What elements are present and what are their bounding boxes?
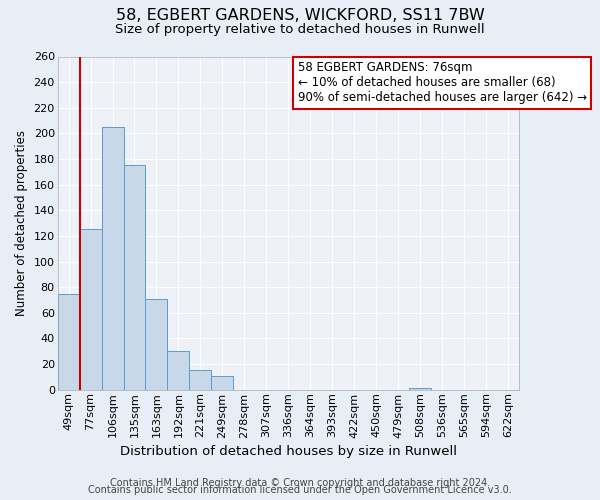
Bar (211, 376, 233, 390)
Text: Size of property relative to detached houses in Runwell: Size of property relative to detached ho… (115, 22, 485, 36)
X-axis label: Distribution of detached houses by size in Runwell: Distribution of detached houses by size … (120, 444, 457, 458)
Bar (101, 127, 124, 390)
Text: 58 EGBERT GARDENS: 76sqm
← 10% of detached houses are smaller (68)
90% of semi-d: 58 EGBERT GARDENS: 76sqm ← 10% of detach… (298, 62, 587, 104)
Bar (190, 370, 211, 390)
Bar (167, 351, 190, 390)
Bar (58, 294, 80, 390)
Text: Contains HM Land Registry data © Crown copyright and database right 2024.: Contains HM Land Registry data © Crown c… (110, 478, 490, 488)
Bar (80, 230, 101, 390)
Text: 58, EGBERT GARDENS, WICKFORD, SS11 7BW: 58, EGBERT GARDENS, WICKFORD, SS11 7BW (116, 8, 484, 22)
Y-axis label: Number of detached properties: Number of detached properties (15, 130, 28, 316)
Bar (409, 388, 431, 390)
Bar (145, 298, 167, 390)
Bar (124, 166, 145, 390)
Text: Contains public sector information licensed under the Open Government Licence v3: Contains public sector information licen… (88, 485, 512, 495)
